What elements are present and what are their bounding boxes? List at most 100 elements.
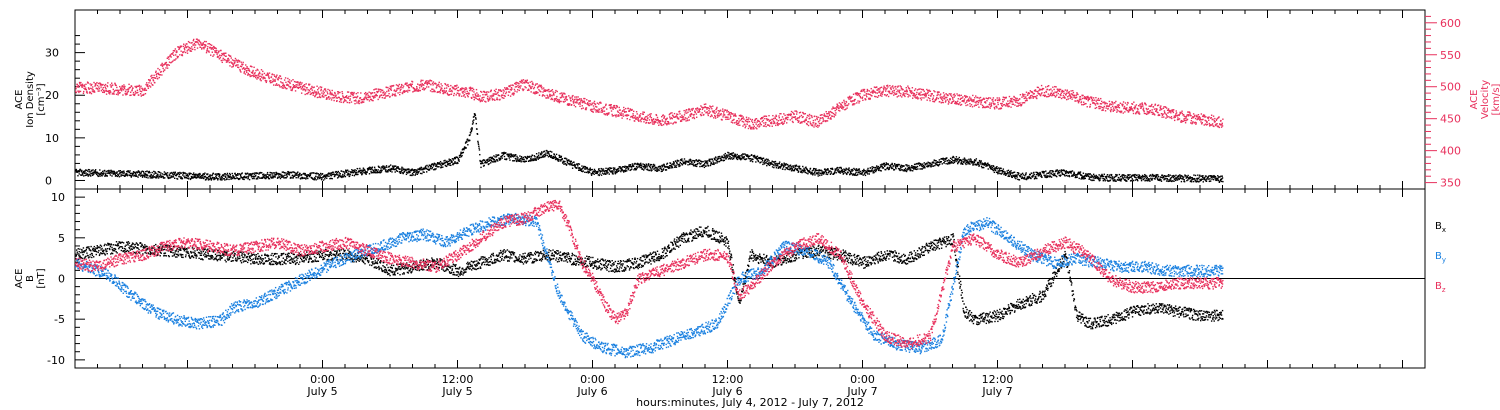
density-point: [825, 173, 827, 175]
density-point: [411, 174, 413, 177]
density-point: [447, 162, 449, 165]
density-point: [858, 171, 861, 173]
density-point: [83, 171, 85, 174]
velocity-point: [304, 85, 306, 88]
density-point: [1179, 176, 1182, 178]
density-point: [291, 177, 293, 179]
velocity-point: [427, 82, 430, 84]
density-point: [652, 165, 655, 167]
density-point: [118, 176, 121, 178]
velocity-point: [125, 89, 127, 91]
density-point: [154, 176, 156, 178]
density-point: [555, 156, 557, 159]
velocity-point: [265, 74, 267, 76]
velocity-point: [102, 83, 104, 86]
density-point: [291, 171, 293, 174]
velocity-point: [307, 91, 310, 94]
velocity-point: [446, 84, 448, 87]
density-point: [665, 169, 668, 171]
velocity-point: [199, 46, 202, 48]
velocity-point: [400, 86, 403, 88]
density-point: [271, 172, 273, 174]
velocity-point: [174, 54, 177, 56]
density-point: [330, 177, 332, 180]
velocity-point: [303, 83, 306, 86]
density-point: [403, 170, 406, 173]
density-point: [956, 158, 958, 160]
density-point: [151, 171, 153, 174]
velocity-point: [117, 94, 119, 96]
density-point: [737, 156, 739, 158]
density-point: [1008, 174, 1010, 176]
density-point: [670, 164, 673, 166]
velocity-point: [269, 81, 272, 84]
velocity-point: [369, 95, 371, 98]
density-point: [649, 165, 651, 167]
density-point: [210, 179, 213, 181]
density-point: [1198, 180, 1200, 183]
velocity-point: [253, 75, 255, 78]
density-point: [479, 160, 482, 163]
velocity-point: [365, 94, 367, 96]
density-point: [409, 171, 411, 173]
velocity-point: [290, 80, 293, 82]
velocity-point: [75, 90, 77, 93]
density-point: [1045, 170, 1047, 172]
density-point: [186, 174, 188, 177]
density-point: [1200, 179, 1203, 181]
density-point: [944, 160, 946, 162]
density-point: [149, 171, 151, 174]
density-point: [606, 168, 609, 170]
density-point: [1088, 178, 1090, 180]
density-point: [955, 156, 958, 158]
density-point: [1144, 176, 1147, 178]
density-point: [771, 166, 774, 168]
density-point: [783, 163, 786, 165]
density-point: [1088, 175, 1090, 178]
density-point: [1218, 176, 1220, 178]
velocity-point: [340, 101, 342, 103]
density-point: [725, 158, 727, 160]
velocity-point: [149, 86, 152, 88]
density-point: [836, 166, 839, 169]
density-point: [707, 165, 710, 167]
velocity-point: [375, 95, 377, 97]
velocity-point: [177, 55, 179, 58]
density-point: [634, 162, 636, 165]
density-point: [1138, 174, 1141, 177]
density-point: [642, 163, 644, 165]
density-point: [741, 153, 744, 155]
density-point: [100, 171, 103, 174]
velocity-point: [356, 102, 358, 104]
density-point: [87, 175, 89, 177]
density-point: [480, 166, 482, 169]
velocity-point: [382, 94, 385, 97]
velocity-point: [412, 91, 414, 93]
velocity-point: [310, 87, 313, 89]
density-point: [978, 159, 981, 162]
density-point: [444, 159, 446, 162]
velocity-point: [354, 102, 356, 105]
velocity-point: [161, 74, 163, 76]
density-point: [110, 171, 112, 173]
density-point: [368, 168, 370, 171]
velocity-point: [469, 87, 471, 90]
density-point: [1132, 174, 1134, 177]
density-point: [540, 156, 543, 159]
density-point: [761, 159, 764, 161]
velocity-point: [514, 90, 516, 92]
density-point: [957, 162, 959, 165]
density-point: [764, 159, 767, 162]
velocity-point: [293, 80, 296, 83]
density-point: [1035, 171, 1037, 173]
density-point: [927, 161, 929, 163]
density-point: [222, 174, 225, 176]
velocity-point: [257, 74, 259, 76]
density-point: [448, 158, 450, 160]
velocity-point: [292, 85, 295, 88]
density-point: [444, 162, 446, 164]
density-point: [214, 178, 216, 180]
velocity-point: [442, 90, 444, 93]
velocity-point: [128, 83, 130, 86]
density-point: [470, 132, 472, 134]
